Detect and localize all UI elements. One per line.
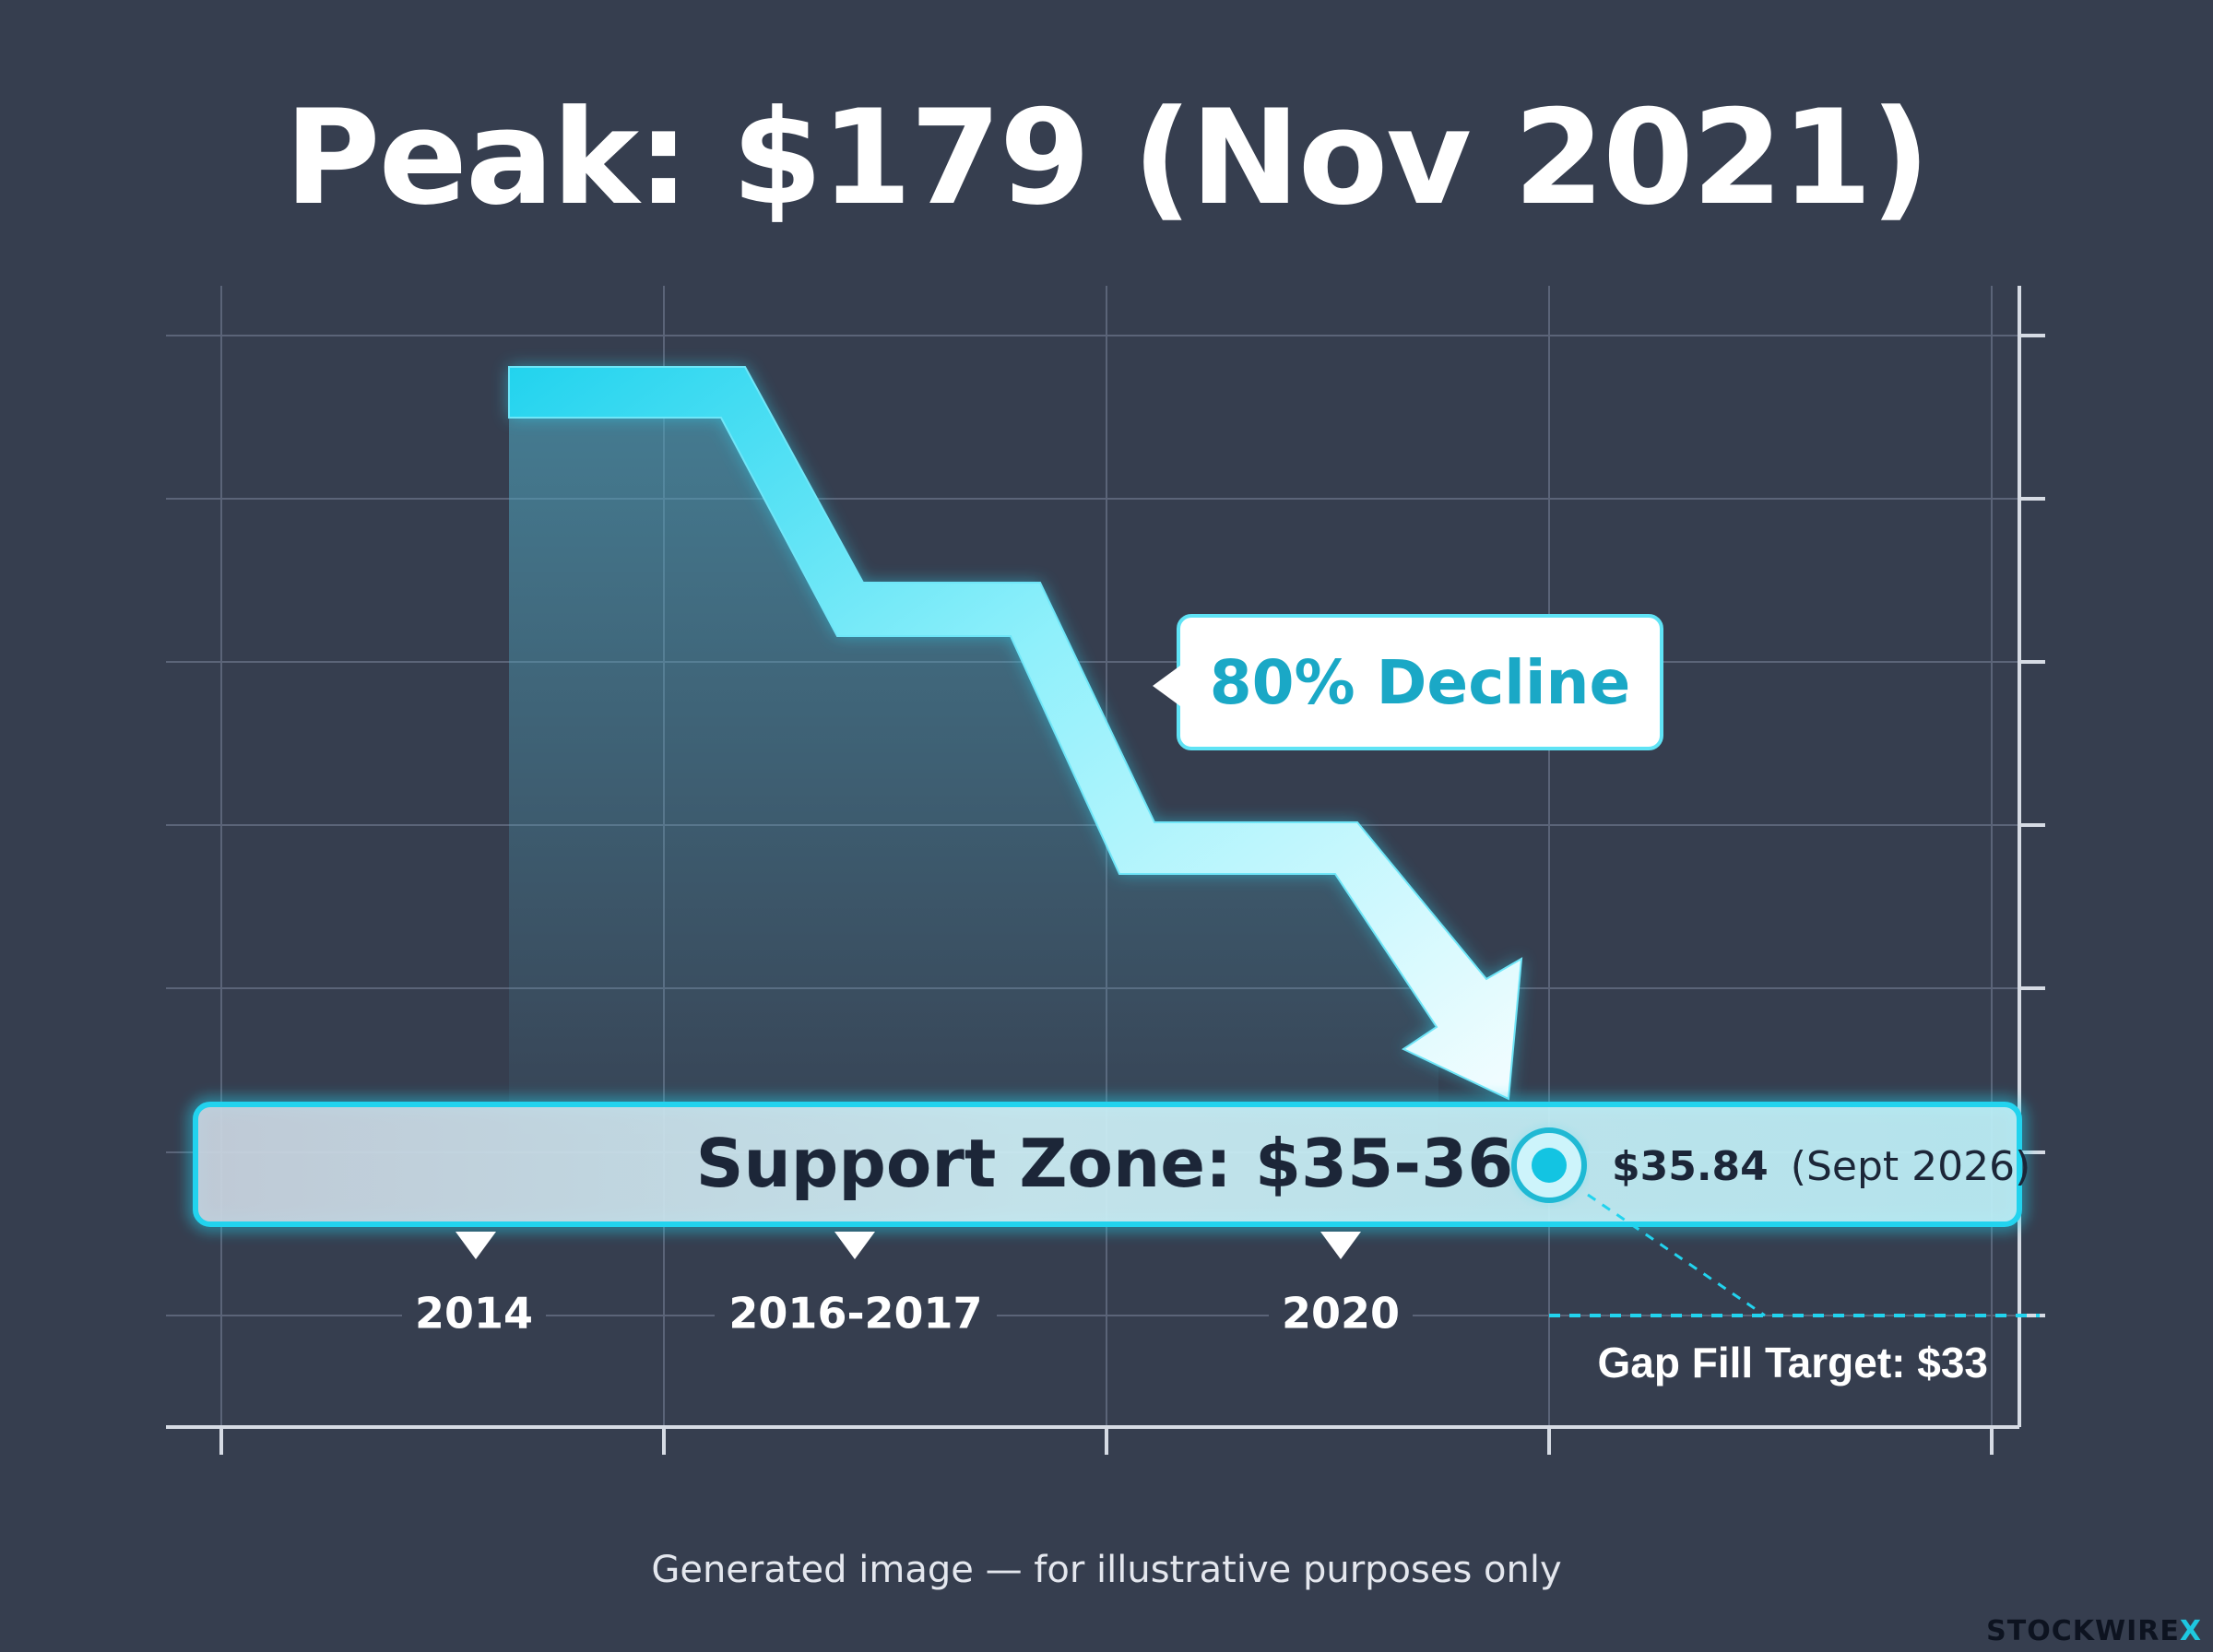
x-tick-markers: [456, 1232, 1361, 1259]
series-area: [509, 367, 1438, 1134]
brand-logo: STOCKWIREX: [1986, 1615, 2202, 1647]
price-point-date: (Sept 2026): [1791, 1143, 2030, 1190]
x-tick-label-bg: [1269, 1291, 1413, 1342]
brand-x: X: [2179, 1615, 2202, 1647]
x-tick-label: 2020: [1282, 1289, 1400, 1339]
gap-fill-target: Gap Fill Target: $33: [1549, 1193, 2040, 1386]
x-tick-label-bg: [715, 1291, 997, 1342]
gap-fill-label: Gap Fill Target: $33: [1598, 1339, 1988, 1386]
price-point-value: $35.84: [1612, 1143, 1769, 1190]
price-point: [1511, 1127, 1587, 1203]
decline-arrow: [508, 366, 1523, 1101]
svg-text:$35.84 (Sept 2026): $35.84 (Sept 2026): [1612, 1143, 2030, 1190]
decline-callout: 80% Decline: [1153, 614, 1663, 750]
footnote: Generated image — for illustrative purpo…: [651, 1549, 1562, 1591]
x-tick-label-bg: [402, 1291, 546, 1342]
support-zone-label: Support Zone: $35-36: [696, 1125, 1514, 1202]
x-tick-labels: 2014 2016-2017 2020: [402, 1289, 1413, 1342]
axes: [166, 286, 2045, 1455]
brand-name: STOCKWIRE: [1986, 1615, 2180, 1647]
decline-label: 80% Decline: [1210, 647, 1631, 718]
x-tick-label: 2014: [415, 1289, 533, 1339]
chart-title: Peak: $179 (Nov 2021): [284, 82, 1931, 234]
x-tick-label: 2016-2017: [728, 1289, 982, 1339]
